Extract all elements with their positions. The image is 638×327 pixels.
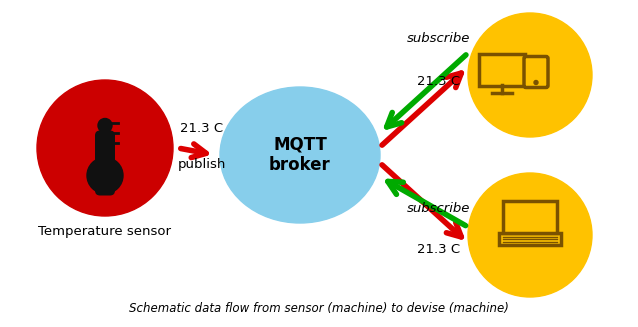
Circle shape [87, 158, 123, 194]
Text: Schematic data flow from sensor (machine) to devise (machine): Schematic data flow from sensor (machine… [129, 302, 509, 315]
Circle shape [98, 118, 112, 132]
FancyBboxPatch shape [499, 233, 561, 245]
Circle shape [37, 80, 173, 216]
Text: MQTT
broker: MQTT broker [269, 136, 331, 174]
Text: 21.3 C: 21.3 C [417, 75, 461, 88]
Circle shape [468, 173, 592, 297]
Circle shape [534, 80, 538, 84]
Text: 21.3 C: 21.3 C [417, 243, 461, 256]
Text: 21.3 C: 21.3 C [180, 122, 223, 135]
Text: Temperature sensor: Temperature sensor [38, 225, 172, 238]
FancyBboxPatch shape [524, 57, 548, 88]
Circle shape [468, 13, 592, 137]
Ellipse shape [220, 87, 380, 223]
FancyBboxPatch shape [479, 54, 525, 86]
FancyBboxPatch shape [503, 201, 557, 233]
Text: publish: publish [177, 158, 226, 171]
FancyBboxPatch shape [95, 130, 115, 196]
Text: subscribe: subscribe [407, 32, 471, 45]
Text: subscribe: subscribe [407, 202, 471, 215]
